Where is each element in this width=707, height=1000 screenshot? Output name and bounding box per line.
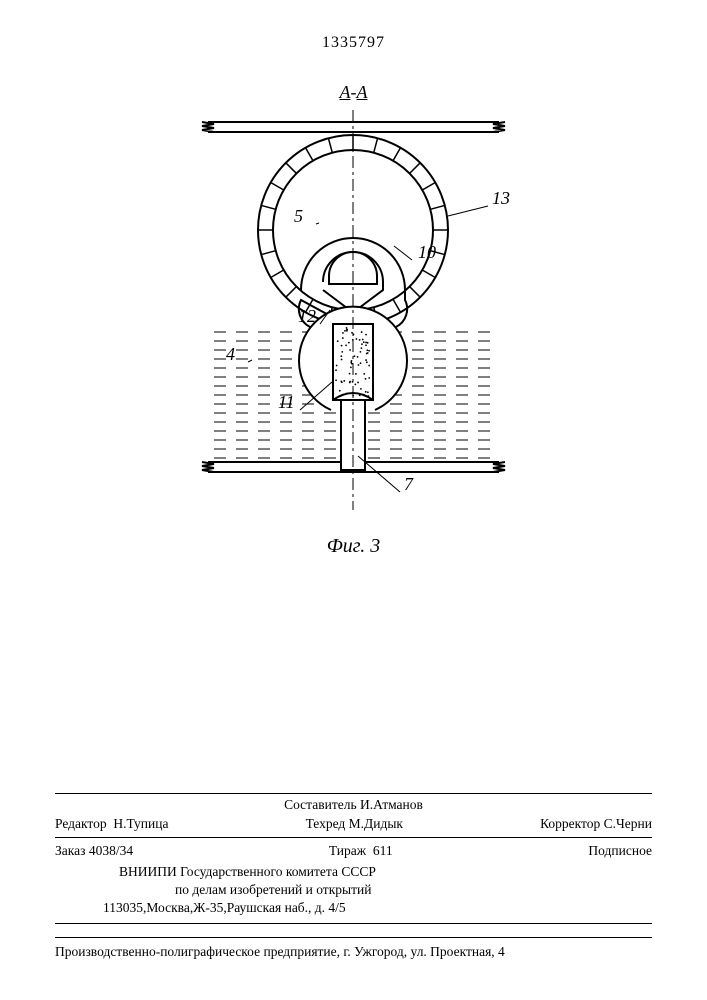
callout-5: 5 — [294, 206, 303, 227]
divider — [55, 923, 652, 924]
org-line-1: ВНИИПИ Государственного комитета СССР — [55, 863, 652, 881]
callout-4: 4 — [226, 344, 235, 365]
org-address: ВНИИПИ Государственного комитета СССР по… — [55, 863, 652, 918]
figure-3: 13 5 10 12 4 11 7 — [180, 110, 527, 530]
callout-7: 7 — [404, 474, 413, 495]
diagram-svg — [180, 110, 527, 530]
section-label-a2: А — [357, 82, 368, 102]
subscription: Подписное — [588, 842, 652, 860]
section-label-a1: А — [340, 82, 351, 102]
callout-11: 11 — [278, 392, 295, 413]
callout-13: 13 — [492, 188, 510, 209]
credits-names-row: Редактор Н.Тупица Техред М.Дидык Коррект… — [55, 815, 652, 833]
callout-12: 12 — [298, 306, 316, 327]
tirazh: Тираж 611 — [329, 842, 393, 860]
org-line-2: по делам изобретений и открытий — [55, 881, 652, 899]
footer-text: Производственно-полиграфическое предприя… — [55, 944, 505, 959]
editor: Редактор Н.Тупица — [55, 815, 168, 833]
divider — [55, 837, 652, 838]
compiler-name: И.Атманов — [360, 797, 423, 812]
org-addr: 113035,Москва,Ж-35,Раушская наб., д. 4/5 — [55, 899, 652, 917]
compiler-label: Составитель — [284, 797, 357, 812]
callout-10: 10 — [418, 242, 436, 263]
credits-block: Составитель И.Атманов Редактор Н.Тупица … — [55, 793, 652, 924]
order: Заказ 4038/34 — [55, 842, 133, 860]
section-label: А-А — [0, 82, 707, 103]
patent-number: 1335797 — [0, 34, 707, 52]
compiler-line: Составитель И.Атманов — [55, 796, 652, 814]
divider — [55, 793, 652, 794]
divider — [55, 937, 652, 938]
footer: Производственно-полиграфическое предприя… — [55, 937, 652, 960]
figure-caption: Фиг. 3 — [0, 535, 707, 558]
order-row: Заказ 4038/34 Тираж 611 Подписное — [55, 842, 652, 860]
techred: Техред М.Дидык — [306, 815, 403, 833]
corrector: Корректор С.Черни — [540, 815, 652, 833]
